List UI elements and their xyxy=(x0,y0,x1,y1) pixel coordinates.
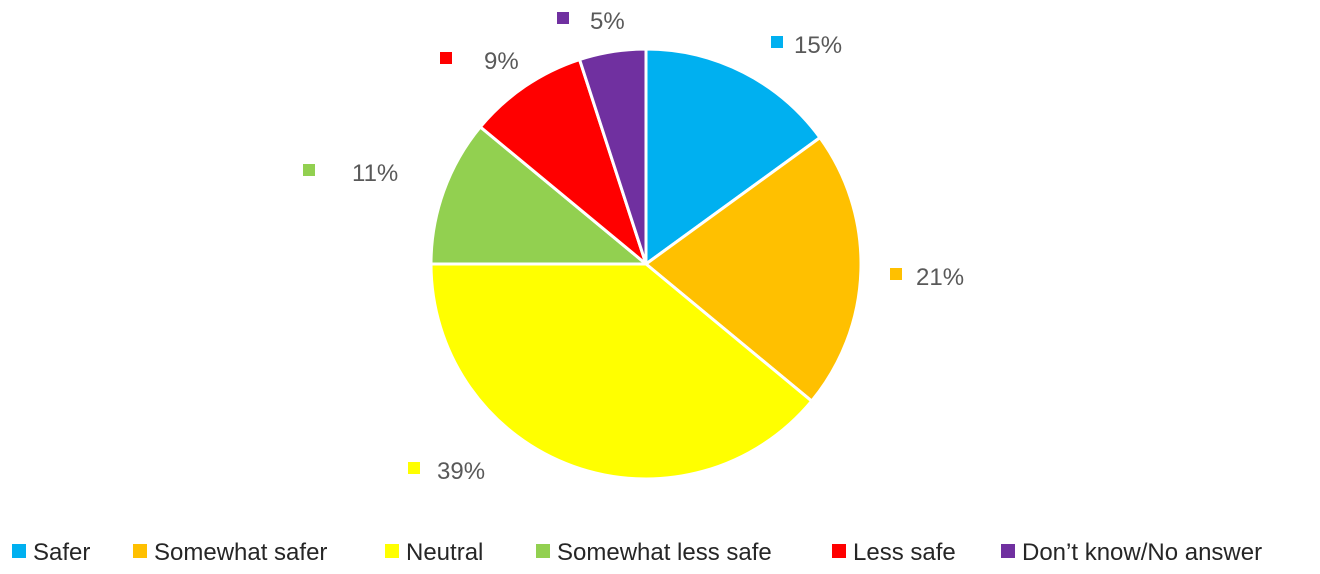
legend-label-neutral: Neutral xyxy=(406,539,483,566)
data-label-neutral: 39% xyxy=(437,458,485,485)
data-label-less-safe: 9% xyxy=(484,48,519,75)
legend-label-less-safe: Less safe xyxy=(853,539,956,566)
data-label-swatch-somewhat-safer xyxy=(890,268,902,280)
legend-swatch-somewhat-less-safe xyxy=(536,544,550,558)
pie-slice-somewhat-less-safe xyxy=(429,125,648,266)
data-label-somewhat-less-safe: 11% xyxy=(352,160,398,187)
legend-label-somewhat-less-safe: Somewhat less safe xyxy=(557,539,772,566)
legend-swatch-somewhat-safer xyxy=(133,544,147,558)
data-label-don-t-know-no-answer: 5% xyxy=(590,8,625,35)
legend: Safer Somewhat safer Neutral Somewhat less … xyxy=(12,539,1262,566)
pie-slice-somewhat-safer xyxy=(644,136,863,403)
legend-swatch-don-t-know-no-answer xyxy=(1001,544,1015,558)
legend-label-don-t-know-no-answer: Don’t know/No answer xyxy=(1022,539,1262,566)
legend-swatch-neutral xyxy=(385,544,399,558)
legend-label-somewhat-safer: Somewhat safer xyxy=(154,539,327,566)
data-label-swatch-somewhat-less-safe xyxy=(303,164,315,176)
data-label-swatch-neutral xyxy=(408,462,420,474)
pie-slice-neutral xyxy=(429,262,814,481)
legend-swatch-safer xyxy=(12,544,26,558)
pie-slice-safer xyxy=(644,47,822,266)
legend-label-safer: Safer xyxy=(33,539,90,566)
data-label-swatch-safer xyxy=(771,36,783,48)
data-labels: 15% 21% 39% 11% 9% 5% xyxy=(303,8,964,485)
pie-slices xyxy=(429,47,863,481)
data-label-safer: 15% xyxy=(794,32,842,59)
data-label-somewhat-safer: 21% xyxy=(916,264,964,291)
pie-slice-don-t-know-no-answer xyxy=(578,47,648,266)
data-label-swatch-don-t-know-no-answer xyxy=(557,12,569,24)
data-label-swatch-less-safe xyxy=(440,52,452,64)
pie-slice-less-safe xyxy=(478,58,648,266)
legend-swatch-less-safe xyxy=(832,544,846,558)
